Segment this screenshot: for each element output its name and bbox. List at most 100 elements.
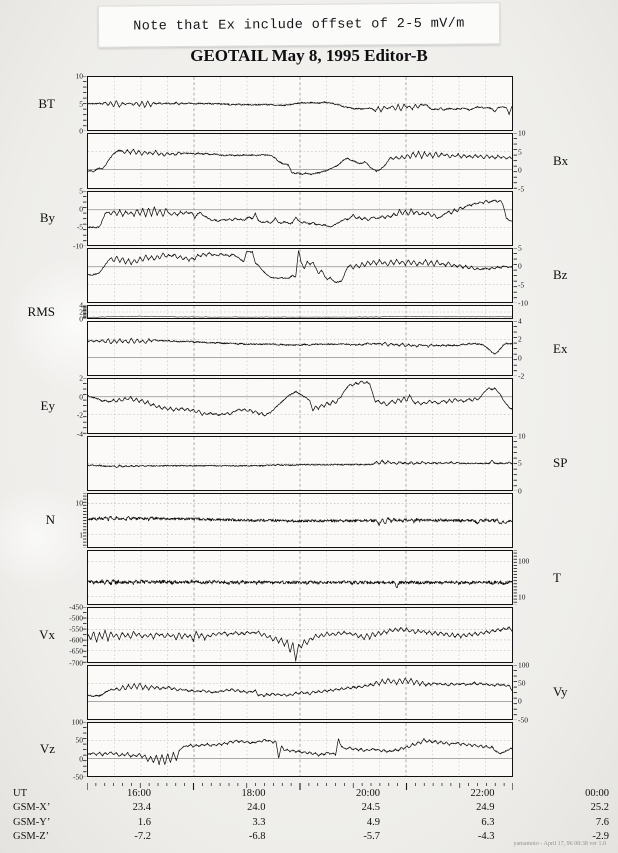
y-tick-sp: 0 [518, 486, 522, 495]
plot-panel-by [87, 190, 513, 246]
axis-value-cell: -7.2 [134, 830, 151, 842]
axis-row-label: GSM-X’ [13, 802, 51, 814]
y-tick-ex: 0 [518, 353, 522, 363]
y-tick-vx: -550 [69, 624, 83, 634]
y-tick-bt: 10 [75, 71, 84, 81]
axis-value-cell: 25.2 [590, 802, 609, 814]
plot-panel-bz [87, 247, 513, 303]
axis-value-cell: -5.7 [363, 830, 380, 842]
footer-credit: yamamoto - April 17, 96 08:38 ver 1.0 [513, 841, 607, 847]
axis-ticks-rms [83, 305, 87, 319]
trace-t [88, 551, 512, 605]
axis-ticks-t [513, 550, 517, 606]
panel-label-n: N [45, 512, 55, 528]
plot-panel-n [87, 492, 513, 548]
y-tick-vx: -500 [69, 613, 83, 623]
axis-value-cell: 00:00 [585, 788, 609, 799]
plot-panel-vz [87, 721, 513, 777]
panel-label-bz: Bz [553, 267, 568, 283]
axis-row-label: GSM-Z’ [13, 830, 50, 842]
axis-table: UT 16:00 18:00 20:00 22:00 00:00 GSM-X’ 23.4 24.… [13, 788, 609, 845]
panel-label-t: T [553, 569, 561, 585]
panel-canvas-bx [88, 134, 512, 188]
y-tick-vz: 50 [75, 735, 84, 745]
axis-value-cell: 3.3 [252, 816, 266, 828]
trace-by [88, 191, 512, 245]
y-tick-bt: 5 [79, 98, 83, 108]
panel-label-vz: Vz [39, 741, 55, 757]
trace-n [88, 493, 512, 547]
panel-canvas-n [88, 493, 512, 547]
panel-canvas-t [88, 551, 512, 605]
page-title: GEOTAIL May 8, 1995 Editor-B [190, 46, 428, 65]
y-tick-vx: -700 [69, 657, 83, 667]
y-tick-t: 100 [518, 556, 530, 566]
panel-label-ex: Ex [553, 340, 568, 356]
trace-rms [88, 306, 512, 318]
axis-ticks-sp [513, 435, 517, 491]
plot-panel-bt [87, 76, 513, 132]
y-tick-vy: -50 [518, 715, 528, 724]
panel-canvas-sp [88, 436, 512, 490]
y-tick-sp: 10 [518, 430, 526, 440]
panel-label-bt: BT [38, 95, 55, 111]
trace-ex [88, 322, 512, 376]
plot-panel-sp [87, 435, 513, 491]
axis-value-cell: -2.9 [592, 830, 609, 842]
axis-row-label: GSM-Y’ [13, 816, 51, 828]
axis-table-row: UT 16:00 18:00 20:00 22:00 00:00 [13, 788, 609, 802]
panel-label-sp: SP [553, 455, 568, 471]
axis-value-cell: 20:00 [356, 788, 380, 799]
y-tick-vy: 100 [518, 659, 530, 669]
axis-ticks-vz [83, 721, 87, 777]
axis-ticks-bx [513, 133, 517, 189]
axis-value-cell: 4.9 [366, 816, 380, 828]
plot-panel-t [87, 550, 513, 606]
plot-panel-ex [87, 321, 513, 377]
y-tick-vx: -450 [69, 602, 83, 612]
plot-panel-vx [87, 607, 513, 663]
time-axis-ruler [86, 777, 514, 790]
axis-value-cell: -4.3 [477, 830, 495, 842]
panel-canvas-rms [88, 306, 512, 318]
trace-bt [88, 77, 512, 131]
y-tick-ey: 2 [79, 373, 83, 383]
panel-label-vy: Vy [553, 684, 568, 700]
axis-ticks-ex [513, 321, 517, 377]
y-tick-ey: -2 [76, 410, 83, 420]
y-tick-rms: 4 [79, 300, 83, 310]
y-tick-vz: -50 [73, 772, 83, 782]
axis-ticks-bt [83, 76, 87, 132]
y-tick-sp: 5 [518, 458, 522, 468]
trace-vz [88, 722, 512, 776]
y-tick-by: -5 [76, 222, 83, 232]
axis-value-cell: 1.6 [137, 816, 151, 828]
panel-canvas-ex [88, 322, 512, 376]
axis-value-cell: 24.9 [476, 802, 495, 814]
plot-panel-ey [87, 378, 513, 434]
y-tick-ey: -4 [76, 428, 83, 438]
y-tick-bx: 0 [518, 165, 522, 175]
axis-value-cell: 18:00 [241, 788, 266, 799]
axis-ticks-vx [83, 607, 87, 663]
y-tick-bx: -5 [518, 183, 525, 193]
y-tick-vz: 0 [79, 753, 83, 763]
y-tick-bx: 10 [518, 128, 526, 138]
y-tick-vy: 50 [518, 678, 526, 688]
axis-coordinate-table: UT 16:00 18:00 20:00 22:00 00:00 GSM-X’ 23.4 24.… [13, 788, 609, 845]
y-tick-bz: -10 [518, 298, 528, 308]
axis-value-cell: 7.6 [595, 816, 609, 828]
y-tick-n: 1 [79, 530, 83, 540]
y-tick-bz: 0 [518, 261, 522, 271]
trace-ey [88, 379, 512, 433]
axis-row-label: UT [13, 788, 27, 799]
axis-value-cell: 6.3 [481, 816, 495, 828]
axis-ticks-n [83, 492, 87, 548]
y-tick-vz: 100 [71, 717, 83, 726]
axis-table-row: GSM-Z’ -7.2 -6.8 -5.7 -4.3 -2.9 [13, 831, 609, 845]
y-tick-vx: -650 [69, 646, 83, 656]
axis-value-cell: 22:00 [470, 788, 495, 799]
axis-value-cell: 16:00 [127, 788, 151, 799]
axis-ticks-bz [513, 247, 517, 303]
